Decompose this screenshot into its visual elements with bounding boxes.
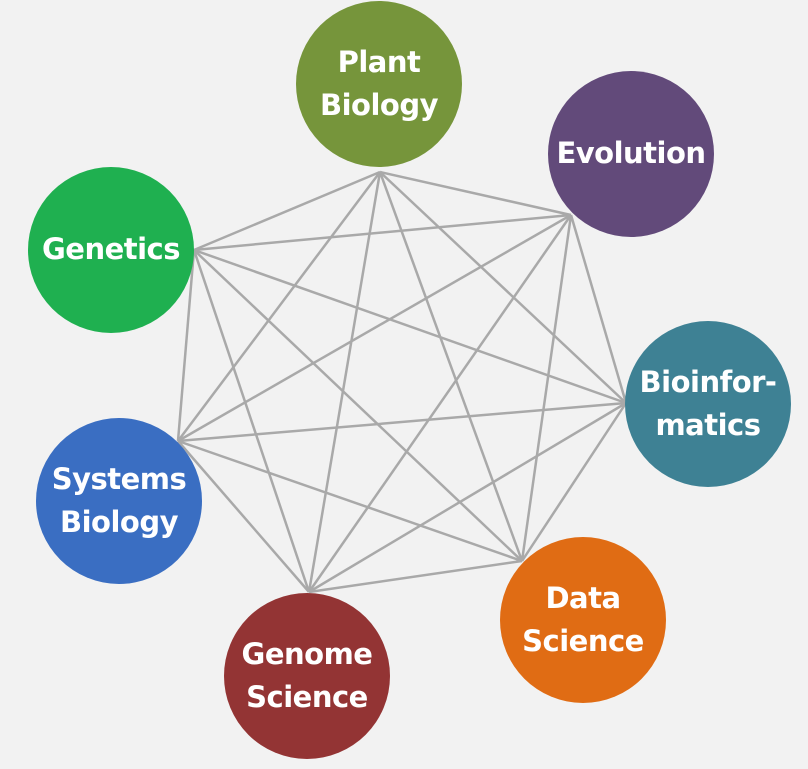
edge-data-science-genetics xyxy=(193,249,523,562)
edge-evolution-genetics xyxy=(193,213,572,252)
edge-plant-biology-evolution xyxy=(379,170,572,217)
node-label-systems-biology: Systems Biology xyxy=(51,461,187,540)
edge-plant-biology-systems-biology xyxy=(177,171,381,442)
edge-plant-biology-genetics xyxy=(193,170,381,252)
node-label-bioinformatics: Bioinfor- matics xyxy=(639,364,777,443)
edge-data-science-systems-biology xyxy=(177,439,523,563)
node-plant-biology: Plant Biology xyxy=(296,1,462,167)
edge-plant-biology-genome-science xyxy=(307,171,382,593)
node-evolution: Evolution xyxy=(548,71,714,237)
node-label-plant-biology: Plant Biology xyxy=(320,44,439,123)
edge-genome-science-systems-biology xyxy=(177,440,310,593)
node-label-genome-science: Genome Science xyxy=(241,636,373,715)
edge-evolution-bioinformatics xyxy=(569,214,628,404)
node-label-data-science: Data Science xyxy=(522,580,644,659)
node-label-genetics: Genetics xyxy=(41,232,181,267)
edge-bioinformatics-genome-science xyxy=(308,401,627,594)
edge-genome-science-genetics xyxy=(192,249,311,593)
edge-evolution-genome-science xyxy=(307,214,573,593)
edge-bioinformatics-systems-biology xyxy=(177,401,627,443)
edge-bioinformatics-data-science xyxy=(520,402,628,562)
node-label-evolution: Evolution xyxy=(556,136,706,171)
edge-plant-biology-data-science xyxy=(378,171,524,562)
edge-systems-biology-genetics xyxy=(176,249,196,442)
edge-evolution-data-science xyxy=(520,214,573,562)
node-data-science: Data Science xyxy=(500,537,666,703)
edge-data-science-genome-science xyxy=(308,559,523,594)
node-bioinformatics: Bioinfor- matics xyxy=(625,321,791,487)
edge-bioinformatics-genetics xyxy=(193,248,627,405)
node-genetics: Genetics xyxy=(28,167,194,333)
node-genome-science: Genome Science xyxy=(224,593,390,759)
node-systems-biology: Systems Biology xyxy=(36,418,202,584)
edge-evolution-systems-biology xyxy=(177,213,572,443)
edge-plant-biology-bioinformatics xyxy=(379,171,627,404)
